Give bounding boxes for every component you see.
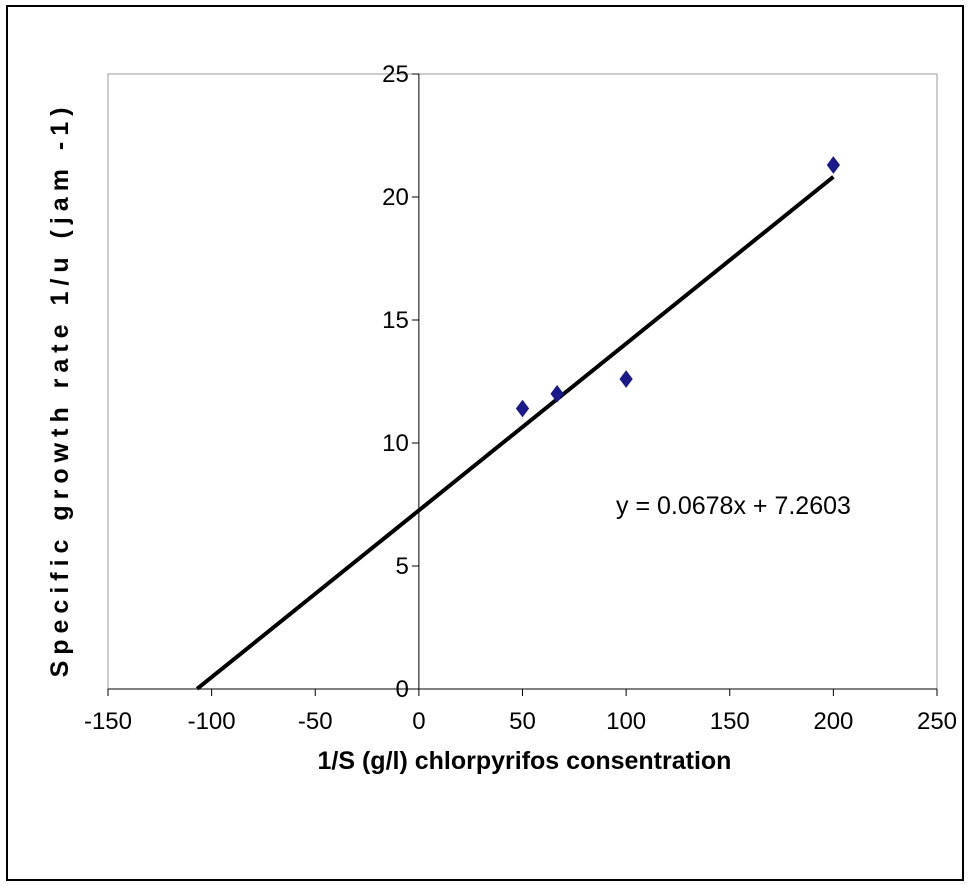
y-tick-label: 15 (382, 307, 409, 334)
trendline-group (195, 175, 835, 691)
plot-area-border (107, 73, 938, 690)
x-tick-label: -150 (84, 708, 132, 735)
data-point (550, 384, 564, 403)
trendline-equation: y = 0.0678x + 7.2603 (616, 492, 851, 520)
y-tick-label: 10 (382, 430, 409, 457)
x-tick-label: -50 (298, 708, 333, 735)
chart-frame: -150 -100 -50 0 50 100 150 200 250 0 5 10 15 20 25 y =… (6, 5, 964, 881)
x-tick-label: 50 (509, 708, 536, 735)
axes (107, 73, 938, 696)
x-tick-label: 150 (710, 708, 750, 735)
y-tick-label: 0 (396, 676, 409, 703)
y-tick-label: 20 (382, 184, 409, 211)
y-tick-label: 5 (396, 553, 409, 580)
x-tick-label: 100 (606, 708, 646, 735)
x-tick-label: 250 (917, 708, 957, 735)
scatter-chart: -150 -100 -50 0 50 100 150 200 250 0 5 10 15 20 25 y =… (46, 61, 957, 775)
tick-labels: -150 -100 -50 0 50 100 150 200 250 0 5 10 15 20 25 (84, 61, 957, 735)
x-tick-label: -100 (188, 708, 236, 735)
y-axis-title: Specific growth rate 1/u (jam -1) (46, 102, 74, 678)
trendline (195, 175, 835, 691)
data-point (515, 399, 530, 418)
data-point (826, 156, 840, 174)
data-points (515, 156, 840, 418)
data-point (619, 370, 633, 388)
x-tick-label: 0 (412, 708, 425, 735)
y-tick-label: 25 (382, 61, 409, 88)
x-tick-label: 200 (813, 708, 853, 735)
x-axis-title: 1/S (g/l) chlorpyrifos consentration (318, 747, 732, 775)
